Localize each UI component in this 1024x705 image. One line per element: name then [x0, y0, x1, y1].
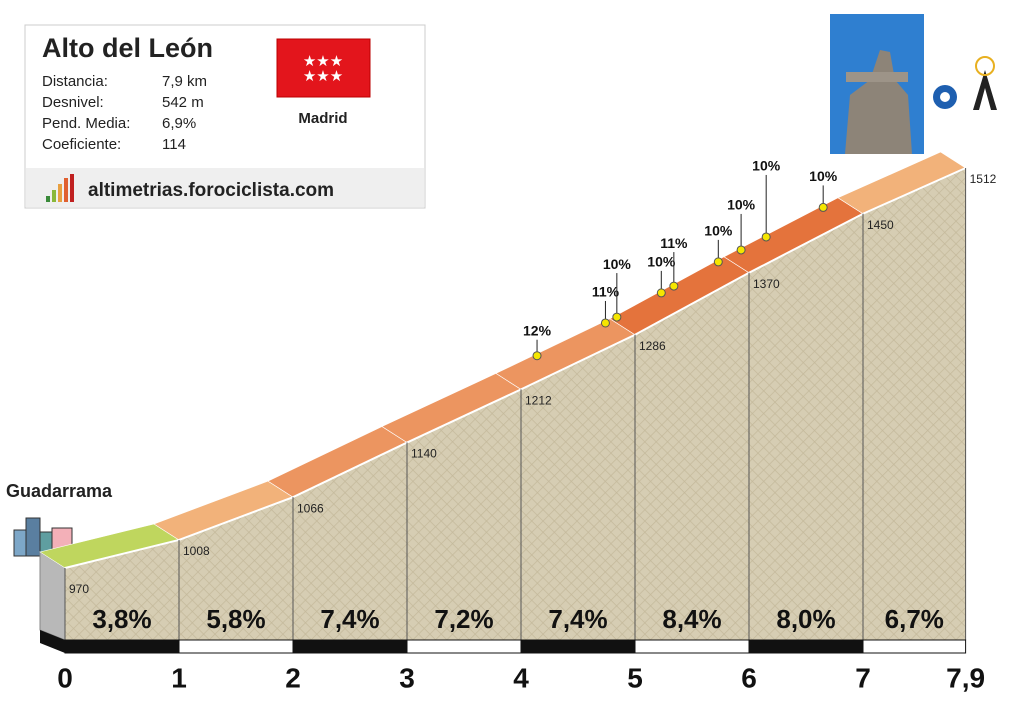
peak-dot [761, 232, 771, 242]
elevation-label: 1286 [639, 339, 666, 353]
peak-dot [656, 288, 666, 298]
site-band [26, 168, 424, 207]
elevation-label: 1066 [297, 501, 324, 515]
x-tick-label: 1 [171, 662, 187, 693]
antenna-icon [973, 70, 997, 110]
stat-value: 7,9 km [162, 73, 207, 90]
km-bar [748, 639, 864, 654]
elevation-label: 1512 [970, 172, 997, 186]
profile-face [65, 168, 966, 640]
km-bar [862, 639, 967, 654]
peak-dot [736, 245, 746, 255]
town-icon [13, 517, 73, 557]
gradient-label: 7,4% [320, 604, 379, 634]
km-bar [292, 639, 408, 654]
logo-bar [52, 190, 56, 202]
gradient-label: 6,7% [885, 604, 944, 634]
info-box: Alto del León Distancia: 7,9 km Desnivel… [24, 24, 426, 209]
x-tick-label: 6 [741, 662, 757, 693]
gradient-label: 8,0% [776, 604, 835, 634]
stat-value: 114 [162, 136, 186, 153]
stat-label: Desnivel: [42, 94, 104, 111]
peak-dot [669, 281, 679, 291]
peak-label: 11% [660, 235, 688, 251]
peak-dot [600, 318, 610, 328]
km-bar [406, 639, 522, 654]
stat-value: 6,9% [162, 115, 196, 132]
peak-label: 10% [809, 168, 838, 184]
stat-label: Coeficiente: [42, 136, 121, 153]
roundabout-icon-center [940, 92, 950, 102]
title: Alto del León [42, 33, 213, 63]
logo-bar [46, 196, 50, 202]
peak-label: 10% [704, 223, 733, 239]
flag-stars: ★★★ [303, 53, 343, 70]
elevation-label: 1450 [867, 218, 894, 232]
x-tick-label: 3 [399, 662, 415, 693]
x-tick-label: 0 [57, 662, 73, 693]
elevation-label: 970 [69, 582, 89, 596]
x-tick-label: 7 [855, 662, 871, 693]
region: Madrid [298, 110, 347, 127]
km-bar [64, 639, 180, 654]
km-bar-side [40, 630, 65, 653]
elevation-label: 1212 [525, 394, 552, 408]
elevation-label: 1370 [753, 277, 780, 291]
house [25, 517, 41, 557]
elevation-label: 1008 [183, 544, 210, 558]
profile-line [64, 167, 967, 569]
start-label: Guadarrama [6, 481, 113, 501]
peak-dot [612, 312, 622, 322]
gradient-label: 5,8% [206, 604, 265, 634]
monument [845, 50, 912, 154]
peak-label: 10% [727, 197, 756, 213]
summit-photo [830, 14, 997, 154]
peak-label: 10% [647, 254, 676, 270]
monument-cap [846, 72, 908, 82]
logo-bar [58, 184, 62, 202]
peak-label: 12% [523, 322, 552, 338]
stat-value: 542 m [162, 94, 204, 111]
peak-label: 11% [592, 284, 620, 300]
peak-label: 10% [603, 256, 632, 272]
gradient-label: 7,4% [548, 604, 607, 634]
x-tick-label: 4 [513, 662, 529, 693]
km-bar [520, 639, 636, 654]
peak-dot [532, 351, 542, 361]
km-bar [178, 639, 294, 654]
peak-label: 10% [752, 158, 781, 174]
x-tick-label: 2 [285, 662, 301, 693]
logo-bar [64, 178, 68, 202]
antenna-signal [975, 56, 995, 76]
flag-stars: ★★★ [303, 68, 343, 85]
peak-dot [818, 202, 828, 212]
elevation-label: 1140 [411, 447, 437, 461]
x-tick-label: 5 [627, 662, 643, 693]
km-bar [634, 639, 750, 654]
gradient-label: 8,4% [662, 604, 721, 634]
gradient-label: 7,2% [434, 604, 493, 634]
flag [276, 38, 371, 98]
site: altimetrias.forociclista.com [88, 180, 334, 201]
peak-dot [713, 257, 723, 267]
gradient-label: 3,8% [92, 604, 151, 634]
logo-bar [70, 174, 74, 202]
stat-label: Pend. Media: [42, 115, 130, 132]
x-tick-label: 7,9 [946, 662, 985, 693]
stat-label: Distancia: [42, 73, 108, 90]
